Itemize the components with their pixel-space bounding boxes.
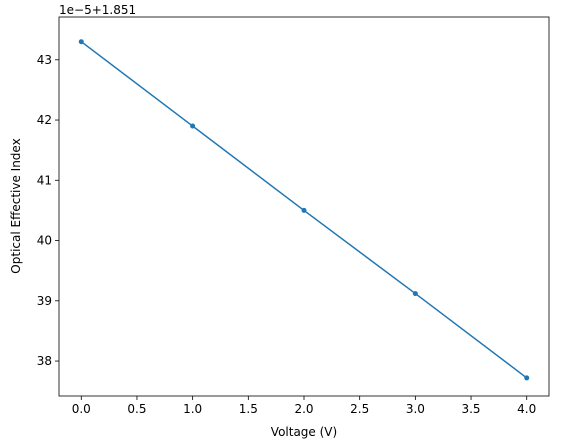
x-tick-label: 0.0 — [72, 402, 91, 416]
y-tick-label: 43 — [37, 53, 52, 67]
data-point — [301, 207, 307, 213]
x-tick-label: 2.0 — [294, 402, 313, 416]
x-tick-label: 1.0 — [183, 402, 202, 416]
data-point — [78, 39, 84, 45]
y-tick-label: 42 — [37, 113, 52, 127]
x-tick-label: 2.5 — [350, 402, 369, 416]
y-tick-label: 38 — [37, 354, 52, 368]
x-tick-label: 3.5 — [461, 402, 480, 416]
data-point — [524, 375, 530, 381]
y-tick-label: 39 — [37, 294, 52, 308]
x-tick-label: 1.5 — [239, 402, 258, 416]
x-tick-label: 4.0 — [517, 402, 536, 416]
y-tick-label: 40 — [37, 234, 52, 248]
x-axis-label: Voltage (V) — [271, 425, 337, 439]
data-point — [190, 123, 196, 129]
x-tick-label: 0.5 — [127, 402, 146, 416]
y-offset-label: 1e−5+1.851 — [59, 3, 136, 17]
y-axis-label: Optical Effective Index — [9, 138, 23, 273]
x-tick-label: 3.0 — [406, 402, 425, 416]
y-tick-label: 41 — [37, 173, 52, 187]
data-point — [412, 291, 418, 297]
